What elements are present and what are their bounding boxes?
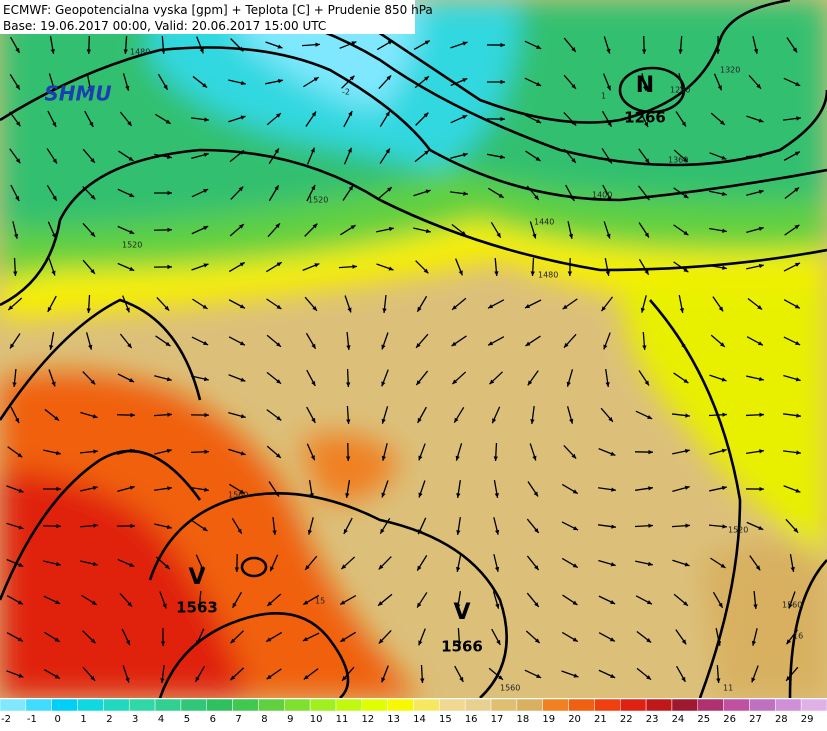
colorbar-cell <box>775 699 801 711</box>
colorbar-label: 25 <box>697 714 710 725</box>
colorbar-cell <box>620 699 646 711</box>
colorbar-label: 26 <box>723 714 736 725</box>
contour-label: 1560 <box>782 601 802 610</box>
high-letter: V <box>188 565 205 590</box>
colorbar-cell <box>439 699 465 711</box>
colorbar-label: 12 <box>361 714 374 725</box>
colorbar-label: 3 <box>132 714 138 725</box>
contour-label: 1560 <box>228 491 248 500</box>
colorbar-cell <box>388 699 414 711</box>
contour-label: 1440 <box>534 218 554 227</box>
colorbar-cell <box>310 699 336 711</box>
colorbar-cell <box>155 699 181 711</box>
colorbar-cell <box>181 699 207 711</box>
colorbar-cell <box>543 699 569 711</box>
colorbar-cell <box>233 699 259 711</box>
colorbar-cell <box>491 699 517 711</box>
colorbar-label: 29 <box>801 714 814 725</box>
temp-label: 16 <box>793 632 803 641</box>
colorbar-label: 22 <box>620 714 633 725</box>
colorbar-cell <box>594 699 620 711</box>
colorbar-label: 1 <box>80 714 86 725</box>
colorbar-label: -2 <box>1 714 11 725</box>
colorbar-cell <box>801 699 827 711</box>
colorbar-cell <box>78 699 104 711</box>
colorbar-label: 13 <box>387 714 400 725</box>
contour-label: 1320 <box>720 66 740 75</box>
contour-label: 1520 <box>122 241 142 250</box>
colorbar-label: 7 <box>235 714 241 725</box>
colorbar-label: 21 <box>594 714 607 725</box>
colorbar-cell <box>52 699 78 711</box>
contour-label: 1480 <box>130 48 150 57</box>
colorbar-label: 17 <box>491 714 504 725</box>
high-value: 1566 <box>441 638 483 656</box>
colorbar-cell <box>672 699 698 711</box>
contour-label: 1520 <box>308 196 328 205</box>
colorbar-cell <box>0 699 26 711</box>
colorbar-label: 6 <box>210 714 216 725</box>
colorbar-label: 16 <box>465 714 478 725</box>
colorbar-label: 2 <box>106 714 112 725</box>
colorbar-label: 9 <box>287 714 293 725</box>
colorbar-cell <box>517 699 543 711</box>
colorbar-label: 8 <box>261 714 267 725</box>
high-letter: V <box>453 600 470 625</box>
temp-label: 11 <box>723 684 733 693</box>
contour-label: 1480 <box>538 271 558 280</box>
colorbar-cell <box>129 699 155 711</box>
temp-label: -2 <box>342 88 350 97</box>
colorbar-cell <box>724 699 750 711</box>
colorbar-cell <box>258 699 284 711</box>
colorbar-label: 0 <box>55 714 61 725</box>
colorbar-cell <box>569 699 595 711</box>
temperature-field <box>0 0 827 698</box>
colorbar-cell <box>362 699 388 711</box>
contour-label: 1360 <box>668 156 688 165</box>
temp-label: 1 <box>601 92 606 101</box>
colorbar-cell <box>698 699 724 711</box>
colorbar-label: 19 <box>542 714 555 725</box>
colorbar-label: 4 <box>158 714 164 725</box>
colorbar-cell <box>749 699 775 711</box>
colorbar-cell <box>26 699 52 711</box>
temp-label: 15 <box>315 597 325 606</box>
colorbar-cell <box>646 699 672 711</box>
colorbar-label: 18 <box>517 714 530 725</box>
colorbar-cell <box>284 699 310 711</box>
header-subtitle: Base: 19.06.2017 00:00, Valid: 20.06.201… <box>3 19 326 33</box>
colorbar-label: -1 <box>27 714 37 725</box>
contour-label: 1400 <box>592 191 612 200</box>
contour-label: 1280 <box>670 86 690 95</box>
colorbar-cell <box>465 699 491 711</box>
colorbar-label: 5 <box>184 714 190 725</box>
colorbar-cell <box>414 699 440 711</box>
colorbar-label: 24 <box>672 714 685 725</box>
colorbar-cell <box>207 699 233 711</box>
colorbar-label: 15 <box>439 714 452 725</box>
contour-label: 1520 <box>728 526 748 535</box>
high-value: 1563 <box>176 599 218 617</box>
colorbar-label: 27 <box>749 714 762 725</box>
colorbar-label: 23 <box>646 714 659 725</box>
colorbar-cell <box>336 699 362 711</box>
logo: SHMU <box>44 82 111 106</box>
colorbar-label: 10 <box>310 714 323 725</box>
contour-label: 1560 <box>500 684 520 693</box>
colorbar-label: 20 <box>568 714 581 725</box>
colorbar-label: 14 <box>413 714 426 725</box>
low-letter: N <box>636 73 654 98</box>
colorbar-cell <box>103 699 129 711</box>
header-title: ECMWF: Geopotencialna vyska [gpm] + Tepl… <box>3 3 433 17</box>
low-value: 1266 <box>624 109 666 127</box>
colorbar-label: 28 <box>775 714 788 725</box>
colorbar-label: 11 <box>336 714 349 725</box>
